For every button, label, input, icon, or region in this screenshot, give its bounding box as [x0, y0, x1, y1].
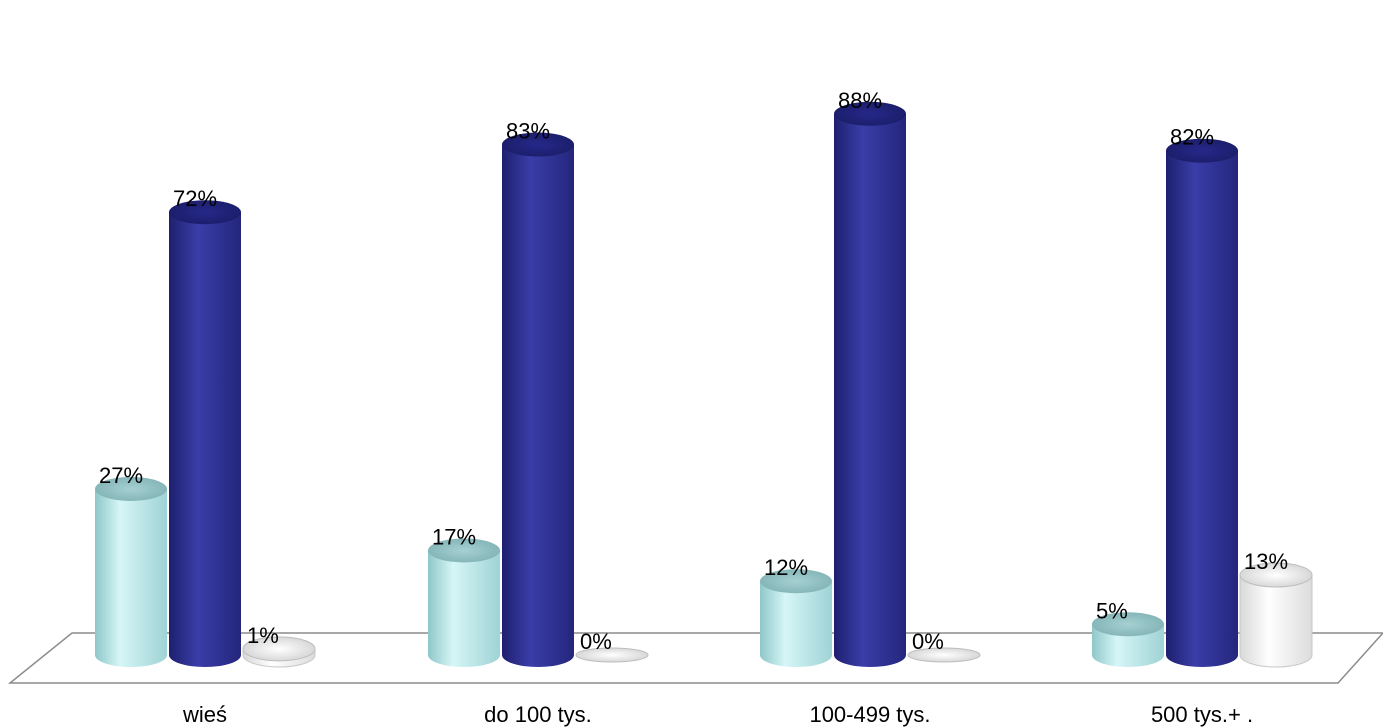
data-label-2-2: 83% — [506, 119, 550, 144]
category-label-3: 100-499 tys. — [809, 702, 930, 727]
data-label-3-1: 1% — [247, 623, 279, 648]
category-label-2: do 100 tys. — [484, 702, 592, 727]
bar-1-3 — [760, 569, 832, 667]
bar-2-3 — [834, 101, 906, 668]
bar-3-1 — [242, 636, 316, 668]
category-label-4: 500 tys.+ . — [1151, 702, 1253, 727]
data-label-3-4: 13% — [1244, 549, 1288, 574]
bar-2-1 — [169, 200, 241, 667]
data-label-2-4: 82% — [1170, 125, 1214, 150]
bar-3-4 — [1239, 562, 1313, 668]
category-label-1: wieś — [182, 702, 227, 727]
data-label-1-4: 5% — [1096, 598, 1128, 623]
data-label-2-1: 72% — [173, 186, 217, 211]
data-label-1-2: 17% — [432, 524, 476, 549]
data-label-1-1: 27% — [99, 463, 143, 488]
bar-2-2 — [502, 132, 574, 668]
chart-floor — [7, 632, 1383, 684]
data-label-3-3: 0% — [912, 629, 944, 654]
data-label-3-2: 0% — [580, 629, 612, 654]
bar-1-1 — [95, 476, 167, 667]
bar-3-2 — [575, 647, 649, 663]
data-label-1-3: 12% — [764, 555, 808, 580]
bar-1-2 — [428, 538, 500, 667]
bar-2-4 — [1166, 138, 1238, 667]
data-label-2-3: 88% — [838, 88, 882, 113]
bar-1-4 — [1092, 612, 1164, 667]
bar-3-3 — [907, 647, 981, 663]
